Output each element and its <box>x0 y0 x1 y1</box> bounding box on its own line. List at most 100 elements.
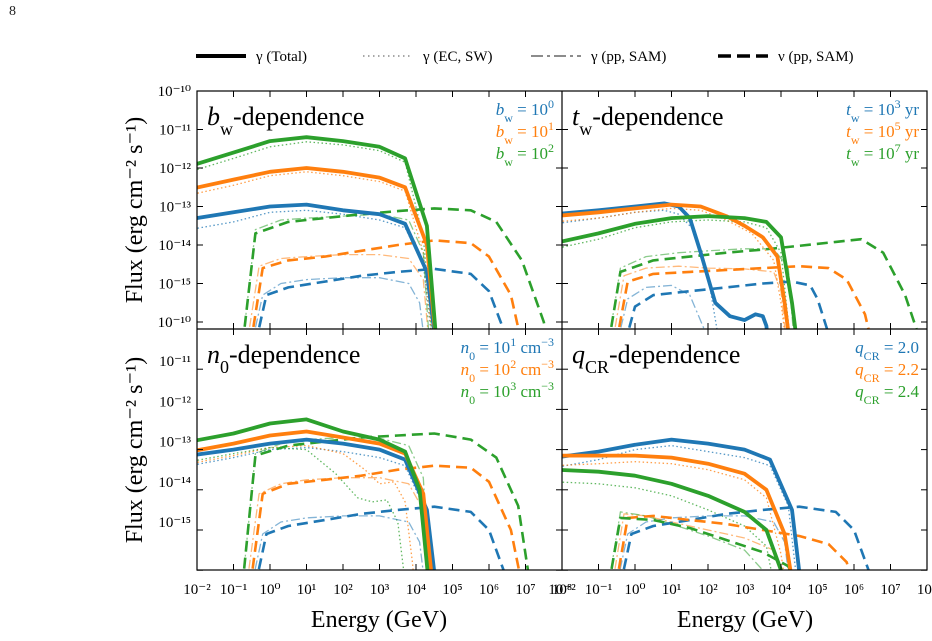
curves <box>562 201 918 329</box>
x-tick-label: 10³ <box>370 582 390 598</box>
series-label-orange: n0 = 102 cm−3 <box>461 357 554 385</box>
x-tick-label: 10⁻² <box>548 582 576 598</box>
panel-title: n0-dependence <box>207 340 360 377</box>
y-tick-label: 10⁻¹⁰ <box>158 84 191 100</box>
legend-label-ec: γ (EC, SW) <box>422 49 493 65</box>
series-label-green: bw = 102 <box>496 141 554 169</box>
curves <box>197 417 530 570</box>
x-tick-label: 10⁻¹ <box>220 582 247 598</box>
legend-label-nu: ν (pp, SAM) <box>778 49 854 65</box>
series-nu-green <box>242 432 530 570</box>
curves <box>197 135 547 329</box>
y-axis-label-top: Flux (erg cm⁻² s⁻¹) <box>122 117 148 304</box>
x-tick-label: 10⁴ <box>406 582 426 598</box>
series-pp_gamma-orange <box>248 253 429 329</box>
x-tick-label: 10¹ <box>662 582 682 598</box>
x-tick-label: 10⁸ <box>552 582 572 598</box>
panel-title: qCR-dependence <box>572 340 740 377</box>
panel-title: tw-dependence <box>572 102 724 139</box>
x-axis-label-left: Energy (GeV) <box>311 607 447 633</box>
series-nu-blue <box>622 505 870 570</box>
y-tick-label: 10⁻¹¹ <box>159 123 191 139</box>
series-pp_gamma-blue <box>619 284 705 329</box>
x-tick-label: 10⁸ <box>917 582 932 598</box>
y-tick-label: 10⁻¹² <box>159 394 191 410</box>
x-tick-label: 10⁷ <box>515 582 535 598</box>
series-ec-blue <box>197 446 432 570</box>
series-nu-green <box>609 237 918 329</box>
legend-item-pp-gamma: γ (pp, SAM) <box>531 49 666 65</box>
series-label-green: qCR = 2.4 <box>855 382 919 407</box>
series-ec-blue <box>197 209 432 329</box>
x-tick-label: 10⁻¹ <box>585 582 612 598</box>
series-label-green: n0 = 103 cm−3 <box>461 379 554 407</box>
page-number: 8 <box>9 4 16 19</box>
series-ec-orange <box>197 444 414 570</box>
series-nu-blue <box>257 267 505 329</box>
y-axis-label-bottom: Flux (erg cm⁻² s⁻¹) <box>122 357 148 544</box>
series-total-green <box>562 214 798 329</box>
series-pp_gamma-green <box>243 213 430 329</box>
axis-ticks <box>196 90 928 571</box>
series-label-blue: qCR = 2.0 <box>855 338 919 363</box>
x-axis-label-right: Energy (GeV) <box>677 607 813 633</box>
series-total-blue <box>197 202 436 329</box>
x-tick-label: 10⁻² <box>183 582 211 598</box>
panel-title: bw-dependence <box>207 102 364 139</box>
series-nu-orange <box>251 464 521 570</box>
y-tick-label: 10⁻¹⁵ <box>158 277 191 293</box>
series-nu-blue <box>627 280 829 329</box>
x-tick-label: 10⁰ <box>259 582 280 598</box>
series-pp_gamma-green <box>610 248 794 329</box>
y-tick-label: 10⁻¹⁴ <box>158 475 191 491</box>
series-pp_gamma-blue <box>254 277 424 329</box>
x-tick-label: 10⁷ <box>880 582 900 598</box>
legend-item-nu: ν (pp, SAM) <box>718 49 854 65</box>
series-total-green <box>197 135 438 329</box>
series-label-orange: qCR = 2.2 <box>855 360 919 385</box>
x-tick-label: 10² <box>333 582 353 598</box>
x-tick-label: 10¹ <box>297 582 317 598</box>
y-tick-label: 10⁻¹¹ <box>159 354 191 370</box>
series-nu-blue <box>257 505 505 570</box>
x-tick-label: 10⁴ <box>771 582 791 598</box>
legend: γ (Total) γ (EC, SW) γ (pp, SAM) ν (pp, … <box>196 49 854 65</box>
series-total-blue <box>562 437 801 570</box>
legend-label-total: γ (Total) <box>255 49 307 65</box>
series-pp_gamma-blue <box>254 515 424 570</box>
series-total-orange <box>562 202 790 329</box>
y-tick-label: 10⁻¹³ <box>159 435 191 451</box>
series-nu-green <box>610 516 792 570</box>
y-tick-label: 10⁻¹⁴ <box>158 238 191 254</box>
series-nu-green <box>243 207 547 329</box>
x-tick-label: 10⁵ <box>442 582 462 598</box>
series-ec-orange <box>562 461 785 570</box>
series-label-green: tw = 107 yr <box>846 141 919 169</box>
x-tick-label: 10⁵ <box>807 582 827 598</box>
x-tick-label: 10⁶ <box>479 582 499 598</box>
y-tick-label: 10⁻¹³ <box>159 200 191 216</box>
series-ec-orange <box>197 171 432 329</box>
x-tick-label: 10² <box>698 582 718 598</box>
series-ec-green <box>197 141 433 329</box>
series-label-orange: bw = 101 <box>496 119 554 147</box>
y-tick-label: 10⁻¹⁰ <box>158 315 191 331</box>
series-total-blue <box>562 201 769 329</box>
series-label-blue: n0 = 101 cm−3 <box>461 335 554 363</box>
y-tick-label: 10⁻¹⁵ <box>158 515 191 531</box>
series-pp_gamma-green <box>243 436 430 570</box>
x-tick-label: 10⁶ <box>844 582 864 598</box>
series-ec-blue <box>562 209 718 329</box>
legend-item-ec: γ (EC, SW) <box>363 49 493 65</box>
series-ec-green <box>562 481 772 570</box>
series-label-blue: tw = 103 yr <box>846 97 919 125</box>
series-nu-orange <box>251 239 520 329</box>
x-tick-label: 10³ <box>735 582 755 598</box>
series-total-green <box>197 417 430 570</box>
legend-item-total: γ (Total) <box>196 49 307 65</box>
